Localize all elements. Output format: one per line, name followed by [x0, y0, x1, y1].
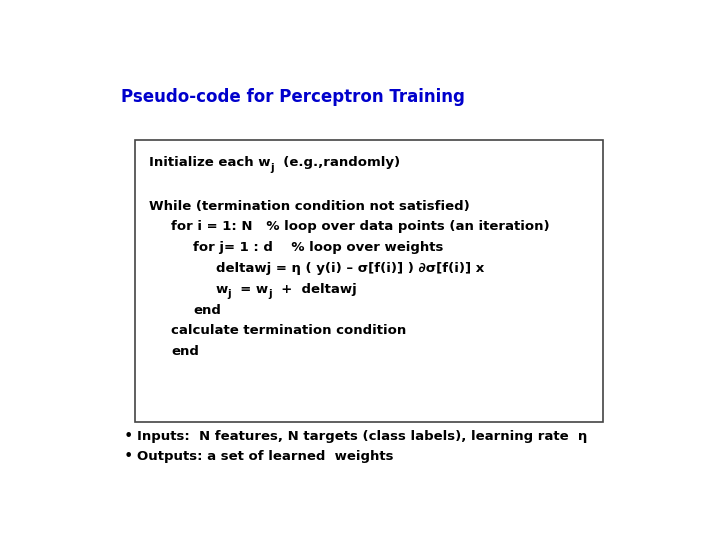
- Text: Outputs: a set of learned  weights: Outputs: a set of learned weights: [138, 450, 394, 463]
- Text: j: j: [269, 289, 272, 299]
- Text: +  deltawj: + deltawj: [272, 283, 357, 296]
- Text: •: •: [124, 449, 133, 464]
- Text: end: end: [171, 345, 199, 358]
- Text: Inputs:  N features, N targets (class labels), learning rate  η: Inputs: N features, N targets (class lab…: [138, 430, 588, 443]
- Text: deltawj = η ( y(i) – σ[f(i)] ) ∂σ[f(i)] x: deltawj = η ( y(i) – σ[f(i)] ) ∂σ[f(i)] …: [215, 262, 484, 275]
- Text: for i = 1: N   % loop over data points (an iteration): for i = 1: N % loop over data points (an…: [171, 220, 549, 233]
- Text: While (termination condition not satisfied): While (termination condition not satisfi…: [148, 200, 469, 213]
- FancyBboxPatch shape: [135, 140, 603, 422]
- Text: Pseudo-code for Perceptron Training: Pseudo-code for Perceptron Training: [121, 87, 464, 106]
- Text: for j= 1 : d    % loop over weights: for j= 1 : d % loop over weights: [193, 241, 444, 254]
- Text: = w: = w: [231, 283, 269, 296]
- Text: (e.g.,randomly): (e.g.,randomly): [274, 156, 400, 169]
- Text: •: •: [124, 429, 133, 444]
- Text: j: j: [270, 163, 274, 172]
- Text: calculate termination condition: calculate termination condition: [171, 325, 406, 338]
- Text: Initialize each w: Initialize each w: [148, 156, 270, 169]
- Text: j: j: [228, 289, 231, 299]
- Text: w: w: [215, 283, 228, 296]
- Text: end: end: [193, 303, 221, 316]
